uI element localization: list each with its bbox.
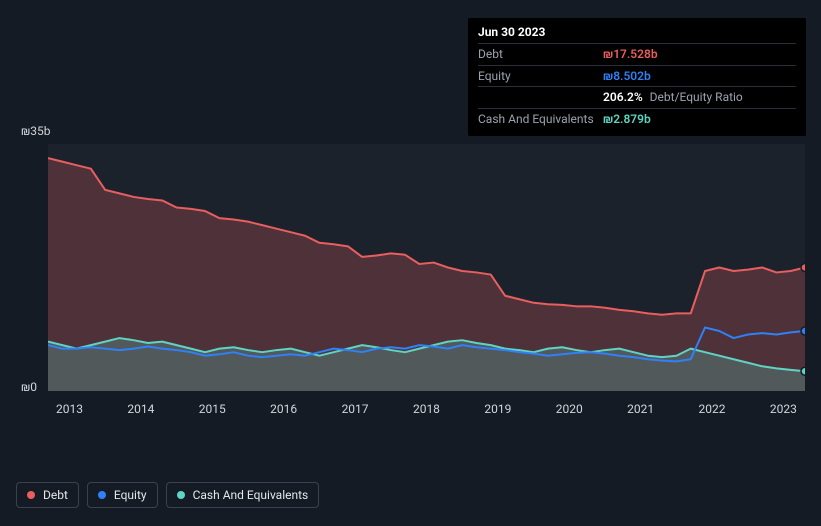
- legend-label: Equity: [114, 488, 147, 502]
- tooltip-label: [478, 89, 603, 106]
- x-axis-tick: 2016: [270, 402, 297, 416]
- tooltip-label: Debt: [478, 46, 603, 63]
- tooltip-date: Jun 30 2023: [478, 24, 796, 43]
- legend-dot-icon: [177, 491, 185, 499]
- x-axis-tick: 2013: [56, 402, 83, 416]
- legend-label: Cash And Equivalents: [193, 488, 309, 502]
- chart-legend: Debt Equity Cash And Equivalents: [16, 482, 319, 508]
- legend-item-debt[interactable]: Debt: [16, 482, 79, 508]
- tooltip-row-debt: Debt ₪17.528b: [478, 43, 796, 65]
- x-axis-tick: 2014: [127, 402, 154, 416]
- tooltip-row-ratio: 206.2% Debt/Equity Ratio: [478, 86, 796, 108]
- y-axis-label-min: ₪0: [21, 380, 37, 394]
- x-axis-tick: 2023: [770, 402, 797, 416]
- x-axis-tick: 2020: [556, 402, 583, 416]
- x-axis-tick: 2022: [699, 402, 726, 416]
- y-axis-label-max: ₪35b: [21, 124, 50, 138]
- chart-svg: [48, 144, 805, 391]
- tooltip-ratio-value: 206.2%: [603, 90, 643, 104]
- legend-item-equity[interactable]: Equity: [87, 482, 158, 508]
- legend-dot-icon: [98, 491, 106, 499]
- tooltip-label: Equity: [478, 68, 603, 85]
- tooltip-value: ₪8.502b: [603, 68, 651, 85]
- chart-plot[interactable]: [48, 144, 805, 391]
- x-axis-tick: 2017: [342, 402, 369, 416]
- legend-label: Debt: [43, 488, 68, 502]
- x-axis-tick: 2015: [199, 402, 226, 416]
- tooltip-ratio-label: Debt/Equity Ratio: [650, 90, 743, 104]
- legend-item-cash-and-equivalents[interactable]: Cash And Equivalents: [166, 482, 320, 508]
- chart-area: ₪35b ₪0 2013 2014 2015 2016 2017 2018 2019 2020…: [16, 124, 805, 466]
- x-axis-tick: 2018: [413, 402, 440, 416]
- x-axis-labels: 2013 2014 2015 2016 2017 2018 2019 2020 2021 2022…: [48, 402, 805, 416]
- x-axis-tick: 2021: [627, 402, 654, 416]
- tooltip-value: ₪17.528b: [603, 46, 658, 63]
- chart-tooltip: Jun 30 2023 Debt ₪17.528b Equity ₪8.502b…: [468, 18, 806, 136]
- tooltip-row-equity: Equity ₪8.502b: [478, 65, 796, 87]
- x-axis-tick: 2019: [484, 402, 511, 416]
- legend-dot-icon: [27, 491, 35, 499]
